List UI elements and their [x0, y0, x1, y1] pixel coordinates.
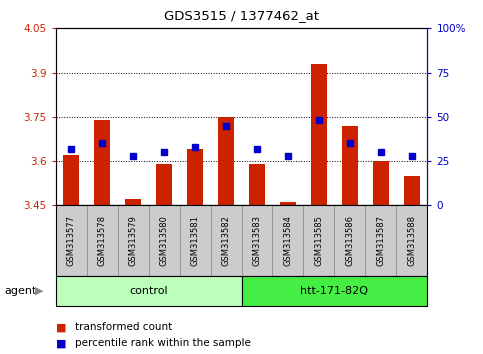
- Bar: [211, 205, 242, 276]
- Text: GSM313584: GSM313584: [284, 215, 293, 266]
- Bar: [373, 161, 389, 205]
- Bar: [404, 176, 420, 205]
- Text: ■: ■: [56, 338, 66, 348]
- Bar: [149, 205, 180, 276]
- Text: GSM313580: GSM313580: [159, 215, 169, 266]
- Bar: [334, 205, 366, 276]
- Bar: [187, 149, 203, 205]
- Text: GSM313581: GSM313581: [190, 215, 199, 266]
- Bar: [218, 117, 234, 205]
- Bar: [156, 164, 172, 205]
- Bar: [180, 205, 211, 276]
- Text: GSM313586: GSM313586: [345, 215, 355, 266]
- Bar: [56, 276, 242, 306]
- Text: agent: agent: [5, 286, 37, 296]
- Bar: [249, 164, 265, 205]
- Bar: [397, 205, 427, 276]
- Text: control: control: [129, 286, 168, 296]
- Text: transformed count: transformed count: [75, 322, 172, 332]
- Text: GSM313577: GSM313577: [67, 215, 75, 266]
- Bar: [56, 205, 86, 276]
- Text: GSM313583: GSM313583: [253, 215, 261, 266]
- Bar: [117, 205, 149, 276]
- Bar: [303, 205, 334, 276]
- Text: GSM313588: GSM313588: [408, 215, 416, 266]
- Text: GSM313585: GSM313585: [314, 215, 324, 266]
- Bar: [63, 155, 79, 205]
- Bar: [242, 276, 427, 306]
- Bar: [86, 205, 117, 276]
- Text: GSM313587: GSM313587: [376, 215, 385, 266]
- Bar: [342, 126, 358, 205]
- Text: GDS3515 / 1377462_at: GDS3515 / 1377462_at: [164, 9, 319, 22]
- Text: GSM313578: GSM313578: [98, 215, 107, 266]
- Bar: [280, 202, 296, 205]
- Text: percentile rank within the sample: percentile rank within the sample: [75, 338, 251, 348]
- Text: htt-171-82Q: htt-171-82Q: [300, 286, 369, 296]
- Bar: [242, 205, 272, 276]
- Bar: [125, 199, 141, 205]
- Text: GSM313582: GSM313582: [222, 215, 230, 266]
- Bar: [272, 205, 303, 276]
- Text: GSM313579: GSM313579: [128, 215, 138, 266]
- Bar: [94, 120, 110, 205]
- Bar: [311, 64, 327, 205]
- Text: ▶: ▶: [35, 286, 43, 296]
- Text: ■: ■: [56, 322, 66, 332]
- Bar: [366, 205, 397, 276]
